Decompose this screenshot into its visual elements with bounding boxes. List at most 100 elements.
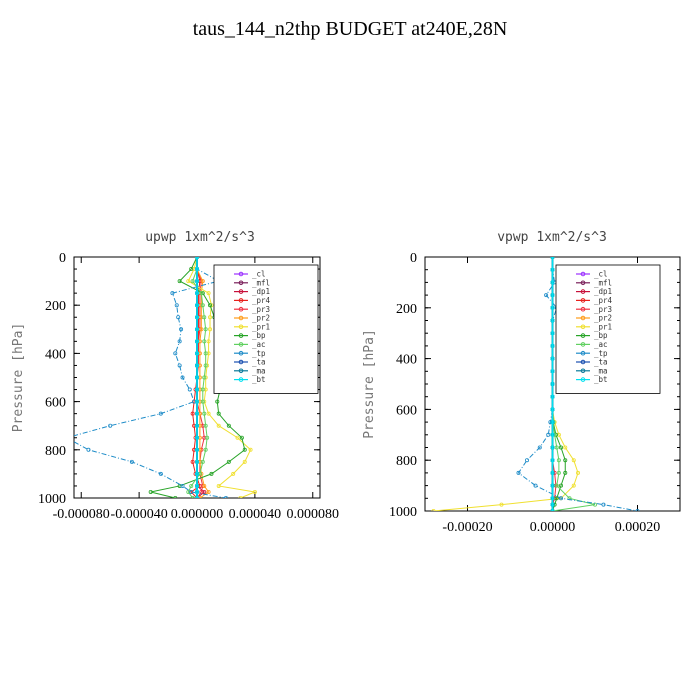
legend-box xyxy=(213,264,319,394)
x-tick-label: 0.000000 xyxy=(171,507,224,522)
data-point xyxy=(200,459,205,464)
legend-marker xyxy=(238,368,244,374)
data-point xyxy=(108,423,113,428)
y-tick-label: 800 xyxy=(45,444,66,459)
legend-label: _pr3 xyxy=(252,305,270,314)
legend-marker xyxy=(238,315,244,321)
legend-box xyxy=(555,264,661,394)
data-point xyxy=(239,435,244,440)
y-tick-label: 400 xyxy=(45,347,66,362)
data-point xyxy=(206,411,211,416)
data-point xyxy=(194,267,199,272)
data-point xyxy=(216,483,221,488)
data-point xyxy=(189,489,194,494)
legend-label: _bp xyxy=(252,331,266,340)
data-point xyxy=(205,435,210,440)
y-tick-label: 0 xyxy=(59,251,66,266)
data-point xyxy=(200,399,205,404)
data-point xyxy=(559,445,564,450)
legend-item: _pr2 xyxy=(234,314,270,323)
series-line-tp xyxy=(74,257,227,498)
x-tick-label: -0.00020 xyxy=(442,520,492,535)
data-point xyxy=(199,489,204,494)
x-tick-label: 0.00000 xyxy=(530,520,576,535)
legend-marker xyxy=(580,359,586,365)
data-point xyxy=(206,489,211,494)
legend-item: _bp xyxy=(576,331,608,340)
data-point xyxy=(206,291,211,296)
data-point xyxy=(158,411,163,416)
data-point xyxy=(195,496,199,498)
legend-label: _ta xyxy=(594,358,608,367)
data-point xyxy=(180,375,185,380)
plot-panel-2: vpwp 1xm^2/s^3 Pressure [hPa] 0 200 400 600 80… xyxy=(362,230,681,535)
series-line-pr1 xyxy=(187,257,257,498)
legend-item: _bt xyxy=(576,375,608,384)
legend-label: _cl xyxy=(252,270,266,279)
data-point xyxy=(559,483,564,488)
legend: _cl_mfl_dp1_pr4_pr3_pr2_pr1_bp_ac_tp_ta_… xyxy=(555,264,661,394)
page-title: taus_144_n2thp BUDGET at240E,28N xyxy=(192,18,508,40)
legend-item: _cl xyxy=(576,270,608,279)
data-point xyxy=(194,471,199,476)
legend-marker xyxy=(580,333,586,338)
x-tick-label: 0.000080 xyxy=(287,507,340,522)
data-point xyxy=(216,423,221,428)
legend-marker xyxy=(238,280,244,286)
data-point xyxy=(550,502,555,507)
data-point xyxy=(194,435,199,440)
data-point xyxy=(179,327,184,332)
legend-label: _dp1 xyxy=(594,287,612,296)
legend-item: _pr3 xyxy=(234,305,270,314)
x-tick-label: 0.000040 xyxy=(229,507,282,522)
data-point xyxy=(550,305,555,310)
legend-item: _pr4 xyxy=(234,296,271,305)
data-point xyxy=(173,496,178,498)
data-point xyxy=(593,502,598,507)
y-tick-label: 600 xyxy=(45,396,66,411)
data-point xyxy=(194,339,199,344)
data-point xyxy=(189,483,194,488)
data-point xyxy=(563,470,568,475)
data-point xyxy=(559,496,564,501)
data-point xyxy=(550,356,555,361)
data-point xyxy=(537,445,542,450)
data-point xyxy=(86,447,91,452)
legend-label: _ta xyxy=(252,358,266,367)
legend-label: _ma xyxy=(252,366,266,375)
legend-item: _dp1 xyxy=(576,287,612,296)
data-point xyxy=(550,343,555,348)
data-point xyxy=(556,458,561,463)
legend-marker xyxy=(580,324,586,330)
data-point xyxy=(208,327,213,332)
data-point xyxy=(431,509,436,511)
legend-item: _tp xyxy=(576,349,608,358)
data-point xyxy=(563,458,568,463)
legend-marker xyxy=(238,298,244,303)
legend-item: _bt xyxy=(234,375,266,384)
data-point xyxy=(209,471,214,476)
data-point xyxy=(200,387,205,392)
legend-item: _ma xyxy=(234,366,266,375)
y-tick-label: 600 xyxy=(396,403,417,418)
legend: _cl_mfl_dp1_pr4_pr3_pr2_pr1_bp_ac_tp_ta_… xyxy=(213,264,319,394)
data-point xyxy=(556,470,561,475)
data-point xyxy=(554,445,559,450)
data-point xyxy=(129,459,134,464)
legend-item: _ma xyxy=(576,366,608,375)
data-point xyxy=(546,432,551,437)
data-point xyxy=(554,483,559,488)
legend-marker xyxy=(580,368,586,374)
data-point xyxy=(571,483,576,488)
legend-item: _pr3 xyxy=(576,305,612,314)
data-point xyxy=(148,489,153,494)
data-point xyxy=(248,447,253,452)
data-point xyxy=(203,327,208,332)
legend-item: _mfl xyxy=(576,278,612,287)
data-point xyxy=(550,331,555,336)
legend-marker xyxy=(238,333,244,338)
plot-panel-1: upwp 1xm^2/s^3 Pressure [hPa] 0 200 400 600 80… xyxy=(11,230,339,522)
y-tick-label: 1000 xyxy=(38,492,66,507)
legend-item: _pr2 xyxy=(576,314,612,323)
